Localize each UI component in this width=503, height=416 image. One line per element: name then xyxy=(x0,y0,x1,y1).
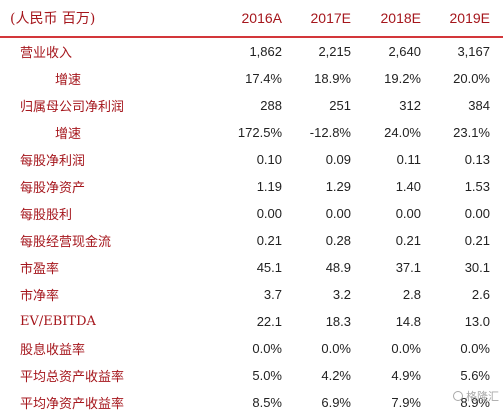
table-cell: -12.8% xyxy=(309,125,351,140)
table-cell: 13.0 xyxy=(464,314,490,329)
table-cell: 288 xyxy=(260,98,282,113)
table-cell: 1.53 xyxy=(464,179,490,194)
table-cell: 37.1 xyxy=(395,260,421,275)
table-cell: 0.00 xyxy=(256,206,282,221)
table-cell: 1,862 xyxy=(249,44,282,59)
table-cell: 2,640 xyxy=(388,44,421,59)
table-cell: 0.00 xyxy=(395,206,421,221)
table-cell: 18.3 xyxy=(325,314,351,329)
row-label: 每股净资产 xyxy=(20,181,86,196)
table-cell: 4.2% xyxy=(321,368,351,383)
table-cell: 7.9% xyxy=(391,395,421,410)
table-cell: 17.4% xyxy=(245,71,282,86)
row-label: 营业收入 xyxy=(20,46,73,61)
row-label: 每股股利 xyxy=(20,208,73,223)
table-cell: 172.5% xyxy=(237,125,282,140)
row-label: 归属母公司净利润 xyxy=(20,100,125,115)
table-row: 股息收益率 0.0% 0.0% 0.0% 0.0% xyxy=(0,335,503,362)
unit-label: (人民币 百万) xyxy=(10,11,96,27)
table-cell: 6.9% xyxy=(321,395,351,410)
table-cell: 18.9% xyxy=(314,71,351,86)
table-body: 营业收入 1,862 2,215 2,640 3,167 增速 17.4% 18.9% 19.2… xyxy=(0,38,503,416)
column-header: 2018E xyxy=(380,10,421,26)
table-cell: 0.0% xyxy=(391,341,421,356)
table-row: 每股经营现金流 0.21 0.28 0.21 0.21 xyxy=(0,227,503,254)
table-cell: 3.7 xyxy=(263,287,282,302)
table-cell: 312 xyxy=(399,98,421,113)
table-cell: 0.00 xyxy=(325,206,351,221)
table-header: (人民币 百万) 2016A 2017E 2018E 2019E xyxy=(0,0,503,38)
table-cell: 0.28 xyxy=(325,233,351,248)
row-label: 平均净资产收益率 xyxy=(20,397,125,412)
table-cell: 3.2 xyxy=(332,287,351,302)
table-cell: 20.0% xyxy=(453,71,490,86)
table-row: 归属母公司净利润 288 251 312 384 xyxy=(0,92,503,119)
table-cell: 8.5% xyxy=(252,395,282,410)
watermark-logo-icon xyxy=(453,391,463,401)
table-cell: 14.8 xyxy=(395,314,421,329)
table-cell: 24.0% xyxy=(384,125,421,140)
table-cell: 0.09 xyxy=(325,152,351,167)
table-row: 增速 17.4% 18.9% 19.2% 20.0% xyxy=(0,65,503,92)
table-cell: 0.0% xyxy=(321,341,351,356)
row-label: 市盈率 xyxy=(20,262,60,277)
table-cell: 0.0% xyxy=(252,341,282,356)
table-cell: 0.13 xyxy=(464,152,490,167)
table-row: 市净率 3.7 3.2 2.8 2.6 xyxy=(0,281,503,308)
table-cell: 2,215 xyxy=(318,44,351,59)
row-label: 平均总资产收益率 xyxy=(20,370,125,385)
table-row: 每股净资产 1.19 1.29 1.40 1.53 xyxy=(0,173,503,200)
row-label: 每股净利润 xyxy=(20,154,86,169)
table-cell: 0.21 xyxy=(464,233,490,248)
row-label: 股息收益率 xyxy=(20,343,86,358)
table-row: EV/EBITDA 22.1 18.3 14.8 13.0 xyxy=(0,308,503,335)
table-cell: 5.0% xyxy=(252,368,282,383)
table-cell: 0.21 xyxy=(256,233,282,248)
table-cell: 30.1 xyxy=(464,260,490,275)
table-row: 平均总资产收益率 5.0% 4.2% 4.9% 5.6% xyxy=(0,362,503,389)
column-header: 2019E xyxy=(449,10,490,26)
table-cell: 2.6 xyxy=(471,287,490,302)
table-cell: 0.10 xyxy=(256,152,282,167)
table-cell: 45.1 xyxy=(256,260,282,275)
table-cell: 0.00 xyxy=(464,206,490,221)
table-cell: 0.21 xyxy=(395,233,421,248)
table-cell: 384 xyxy=(468,98,490,113)
row-label: 市净率 xyxy=(20,289,60,304)
table-cell: 4.9% xyxy=(391,368,421,383)
table-row: 市盈率 45.1 48.9 37.1 30.1 xyxy=(0,254,503,281)
table-cell: 3,167 xyxy=(457,44,490,59)
column-header: 2017E xyxy=(310,10,351,26)
table-row: 增速 172.5% -12.8% 24.0% 23.1% xyxy=(0,119,503,146)
table-row: 平均净资产收益率 8.5% 6.9% 7.9% 8.9% xyxy=(0,389,503,416)
table-cell: 23.1% xyxy=(453,125,490,140)
table-cell: 251 xyxy=(329,98,351,113)
table-row: 每股净利润 0.10 0.09 0.11 0.13 xyxy=(0,146,503,173)
table-cell: 2.8 xyxy=(402,287,421,302)
table-cell: 48.9 xyxy=(325,260,351,275)
row-label: 每股经营现金流 xyxy=(20,235,112,250)
row-label: 增速 xyxy=(55,127,82,142)
table-cell: 19.2% xyxy=(384,71,421,86)
table-cell: 22.1 xyxy=(256,314,282,329)
watermark-text: 格隆汇 xyxy=(466,390,499,403)
watermark: 格隆汇 xyxy=(453,388,499,404)
column-header: 2016A xyxy=(241,10,282,26)
table-cell: 0.0% xyxy=(460,341,490,356)
row-label: EV/EBITDA xyxy=(20,314,96,329)
table-cell: 5.6% xyxy=(460,368,490,383)
table-cell: 0.11 xyxy=(396,152,421,167)
table-row: 营业收入 1,862 2,215 2,640 3,167 xyxy=(0,38,503,65)
table-cell: 1.40 xyxy=(395,179,421,194)
table-cell: 1.29 xyxy=(325,179,351,194)
table-row: 每股股利 0.00 0.00 0.00 0.00 xyxy=(0,200,503,227)
row-label: 增速 xyxy=(55,73,82,88)
table-cell: 1.19 xyxy=(256,179,282,194)
